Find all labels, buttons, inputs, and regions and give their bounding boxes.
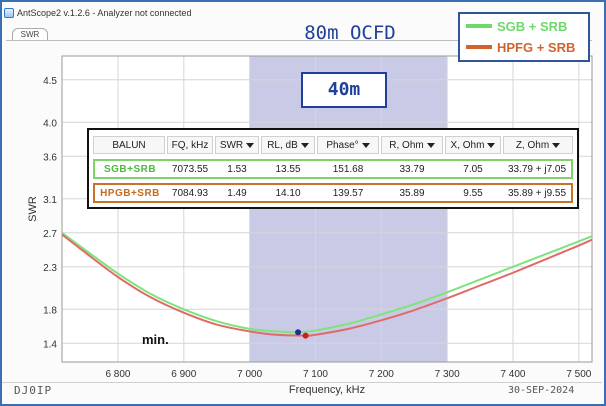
cell-x: 7.05 xyxy=(463,163,483,175)
legend-item-sgb: SGB + SRB xyxy=(466,17,567,35)
window-title: AntScope2 v.1.2.6 - Analyzer not connect… xyxy=(17,8,192,18)
x-tick-label: 6 900 xyxy=(171,369,196,380)
x-tick-label: 7 100 xyxy=(303,369,328,380)
cell-x: 9.55 xyxy=(463,187,483,199)
table-row: HPGB+SRB 7084.93 1.49 14.10 139.57 35.89… xyxy=(93,183,573,203)
app-icon xyxy=(4,8,14,18)
plot-border xyxy=(61,55,593,363)
footer-divider xyxy=(2,382,602,383)
legend: SGB + SRB HPFG + SRB xyxy=(458,12,590,62)
col-header-label: SWR xyxy=(219,139,244,151)
cell-r: 35.89 xyxy=(399,187,425,199)
cell-r: 33.79 xyxy=(399,163,425,175)
cell-fq: 7073.55 xyxy=(171,163,209,175)
x-tick-label: 7 500 xyxy=(566,369,591,380)
col-header-label: Phase° xyxy=(326,139,359,151)
cell-swr: 1.53 xyxy=(227,163,247,175)
band-label: 40m xyxy=(301,72,387,108)
cell-swr: 1.49 xyxy=(227,187,247,199)
cell-balun: HPGB+SRB xyxy=(100,187,160,199)
series-line-hpfg xyxy=(61,233,593,337)
cell-z: 33.79 + j7.05 xyxy=(507,163,567,175)
tab-divider xyxy=(6,40,592,41)
col-header-rl[interactable]: RL, dB xyxy=(261,136,315,154)
dropdown-arrow-icon[interactable] xyxy=(361,142,370,148)
cell-phase: 151.68 xyxy=(332,163,364,175)
col-header-label: BALUN xyxy=(112,139,146,151)
col-header-r[interactable]: R, Ohm xyxy=(381,136,443,154)
col-header-label: Z, Ohm xyxy=(515,139,550,151)
legend-swatch-sgb xyxy=(466,24,492,28)
col-header-fq: FQ, kHz xyxy=(167,136,213,154)
callsign-label: DJ0IP xyxy=(14,384,53,397)
col-header-swr[interactable]: SWR xyxy=(215,136,259,154)
cell-rl: 14.10 xyxy=(275,187,301,199)
cell-rl: 13.55 xyxy=(275,163,301,175)
col-header-label: RL, dB xyxy=(267,139,298,151)
table-header: BALUN FQ, kHz SWR RL, dB Phase° R, Ohm X… xyxy=(93,135,573,155)
legend-label-hpfg: HPFG + SRB xyxy=(497,39,576,55)
y-tick-label: 3.1 xyxy=(43,195,57,206)
x-tick-label: 7 300 xyxy=(435,369,460,380)
col-header-phase[interactable]: Phase° xyxy=(317,136,379,154)
title-bar: AntScope2 v.1.2.6 - Analyzer not connect… xyxy=(4,6,191,20)
col-header-label: R, Ohm xyxy=(389,139,424,151)
y-axis-label: SWR xyxy=(27,196,39,222)
tab-swr[interactable]: SWR xyxy=(12,28,48,41)
y-tick-label: 2.3 xyxy=(43,263,57,274)
dropdown-arrow-icon[interactable] xyxy=(426,142,435,148)
col-header-label: FQ, kHz xyxy=(171,139,209,151)
marker-point-1 xyxy=(295,329,302,336)
y-tick-label: 3.6 xyxy=(43,152,57,163)
legend-swatch-hpfg xyxy=(466,45,492,49)
col-header-x[interactable]: X, Ohm xyxy=(445,136,501,154)
y-tick-label: 2.7 xyxy=(43,229,57,240)
cell-phase: 139.57 xyxy=(332,187,364,199)
min-annotation: min. xyxy=(142,332,169,347)
cell-balun: SGB+SRB xyxy=(103,163,157,175)
dropdown-arrow-icon[interactable] xyxy=(487,142,496,148)
legend-label-sgb: SGB + SRB xyxy=(497,18,568,34)
legend-item-hpfg: HPFG + SRB xyxy=(466,38,575,56)
marker-table: BALUN FQ, kHz SWR RL, dB Phase° R, Ohm X… xyxy=(87,128,579,209)
y-tick-label: 4.5 xyxy=(43,76,57,87)
cell-z: 35.89 + j9.55 xyxy=(507,187,567,199)
cell-fq: 7084.93 xyxy=(171,187,209,199)
y-tick-label: 1.4 xyxy=(43,339,57,350)
x-tick-label: 7 000 xyxy=(237,369,262,380)
x-tick-label: 7 200 xyxy=(369,369,394,380)
dropdown-arrow-icon[interactable] xyxy=(246,142,255,148)
y-tick-label: 4.0 xyxy=(43,118,57,129)
dropdown-arrow-icon[interactable] xyxy=(300,142,309,148)
col-header-z[interactable]: Z, Ohm xyxy=(503,136,573,154)
col-header-balun: BALUN xyxy=(93,136,165,154)
x-tick-label: 7 400 xyxy=(500,369,525,380)
chart-title: 80m OCFD xyxy=(304,22,396,44)
dropdown-arrow-icon[interactable] xyxy=(552,142,561,148)
marker-point-2 xyxy=(302,332,309,339)
col-header-label: X, Ohm xyxy=(450,139,485,151)
date-label: 30-SEP-2024 xyxy=(508,385,575,396)
x-tick-label: 6 800 xyxy=(105,369,130,380)
table-row: SGB+SRB 7073.55 1.53 13.55 151.68 33.79 … xyxy=(93,159,573,179)
series-line-sgb xyxy=(61,231,593,334)
y-tick-label: 1.8 xyxy=(43,305,57,316)
x-axis-label: Frequency, kHz xyxy=(289,384,365,396)
